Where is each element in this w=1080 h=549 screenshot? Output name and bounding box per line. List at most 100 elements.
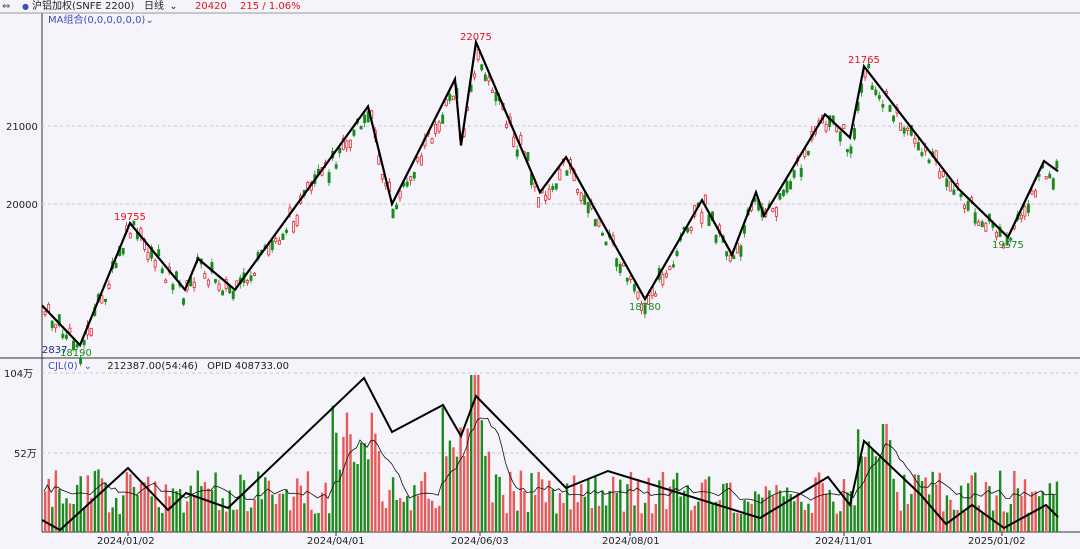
- candle: [451, 95, 455, 101]
- volume-bar: [157, 507, 160, 532]
- candle: [352, 129, 356, 136]
- candle: [434, 124, 438, 134]
- ma-indicator-selector[interactable]: MA组合(0,0,0,0,0,0)⌄: [48, 15, 154, 26]
- candle: [671, 264, 675, 268]
- candle: [732, 255, 736, 260]
- candle: [792, 170, 796, 178]
- volume-bar: [438, 505, 441, 532]
- volume-bar: [296, 478, 299, 532]
- date-label: 2025/01/02: [968, 536, 1026, 547]
- volume-bar: [718, 500, 721, 532]
- volume-bar: [168, 496, 171, 532]
- volume-bar: [115, 497, 118, 532]
- volume-bar: [271, 494, 274, 532]
- volume-bar: [374, 433, 377, 532]
- volume-bar: [757, 494, 760, 532]
- volume-bar: [420, 481, 423, 532]
- volume-bar: [697, 501, 700, 532]
- candle: [512, 136, 516, 147]
- candle: [714, 234, 718, 243]
- candle: [789, 181, 793, 190]
- volume-bar: [821, 482, 824, 532]
- candle: [995, 231, 998, 238]
- volume-bar: [267, 480, 271, 532]
- candle: [579, 192, 583, 201]
- candle: [1055, 160, 1059, 169]
- volume-bar: [189, 485, 192, 532]
- volume-bar: [558, 493, 562, 532]
- volume-bar: [260, 499, 263, 532]
- volume-bar: [636, 479, 640, 532]
- volume-bar: [896, 492, 899, 532]
- candle: [806, 150, 810, 156]
- contract-title[interactable]: 沪铝加权(SNFE 2200): [32, 1, 135, 12]
- volume-bar: [384, 507, 388, 532]
- candle: [881, 104, 885, 108]
- volume-bar: [470, 375, 473, 532]
- volume-bar: [370, 412, 373, 532]
- candle: [114, 262, 118, 269]
- volume-indicator-header: CJL(0) ⌄ 212387.00(54:46) OPID 408733.00: [48, 360, 295, 374]
- candle: [391, 208, 395, 219]
- candle: [1034, 190, 1037, 198]
- candle: [416, 157, 420, 162]
- candle: [849, 146, 853, 154]
- candle: [963, 204, 967, 209]
- volume-bar: [654, 504, 657, 532]
- candle: [700, 212, 704, 224]
- volume-bar: [977, 505, 981, 532]
- candle: [473, 73, 477, 78]
- candle: [419, 155, 423, 166]
- candle: [778, 193, 782, 200]
- candle: [89, 327, 93, 336]
- volume-bar: [693, 505, 697, 532]
- cjl-indicator-selector[interactable]: CJL(0) ⌄: [48, 361, 93, 372]
- candle: [132, 221, 136, 226]
- candle: [1026, 203, 1030, 213]
- candle: [913, 138, 917, 144]
- volume-bar: [47, 478, 50, 532]
- volume-bar: [1041, 491, 1044, 532]
- volume-bar: [956, 509, 959, 532]
- volume-bar: [292, 496, 295, 532]
- candle: [483, 74, 487, 81]
- candle: [632, 284, 636, 292]
- volume-bar: [406, 495, 409, 532]
- volume-bar: [580, 484, 583, 532]
- volume-bar: [750, 503, 753, 532]
- volume-bar: [377, 451, 381, 532]
- volume-bar: [381, 501, 384, 532]
- candle: [618, 263, 622, 273]
- volume-bar: [860, 456, 863, 532]
- volume-bar: [700, 482, 704, 532]
- date-label: 2024/11/01: [815, 536, 873, 547]
- candle: [505, 123, 509, 128]
- candle: [192, 281, 196, 288]
- volume-bar: [927, 494, 931, 532]
- volume-bar: [881, 424, 885, 532]
- volume-bar: [569, 509, 572, 532]
- volume-bar: [83, 508, 86, 532]
- candle: [448, 93, 452, 101]
- candle: [554, 183, 558, 190]
- volume-bar: [136, 495, 139, 532]
- candle: [103, 298, 107, 302]
- candle: [50, 320, 54, 328]
- volume-bar: [952, 509, 956, 532]
- volume-bar: [675, 472, 679, 532]
- period-selector[interactable]: 日线 ⌄: [144, 1, 178, 12]
- volume-bar: [416, 495, 420, 532]
- double-arrow-icon[interactable]: ⇔: [2, 1, 11, 12]
- volume-bar: [1027, 512, 1030, 532]
- high-label: 21765: [848, 55, 880, 66]
- volume-bar: [981, 513, 984, 532]
- price-change: 215 / 1.06%: [240, 1, 301, 12]
- volume-bar: [548, 480, 551, 532]
- candle: [515, 149, 519, 157]
- volume-bar: [150, 496, 153, 532]
- candle: [920, 152, 924, 156]
- candle: [576, 189, 580, 194]
- volume-bar: [249, 507, 253, 532]
- volume-bar: [285, 489, 288, 532]
